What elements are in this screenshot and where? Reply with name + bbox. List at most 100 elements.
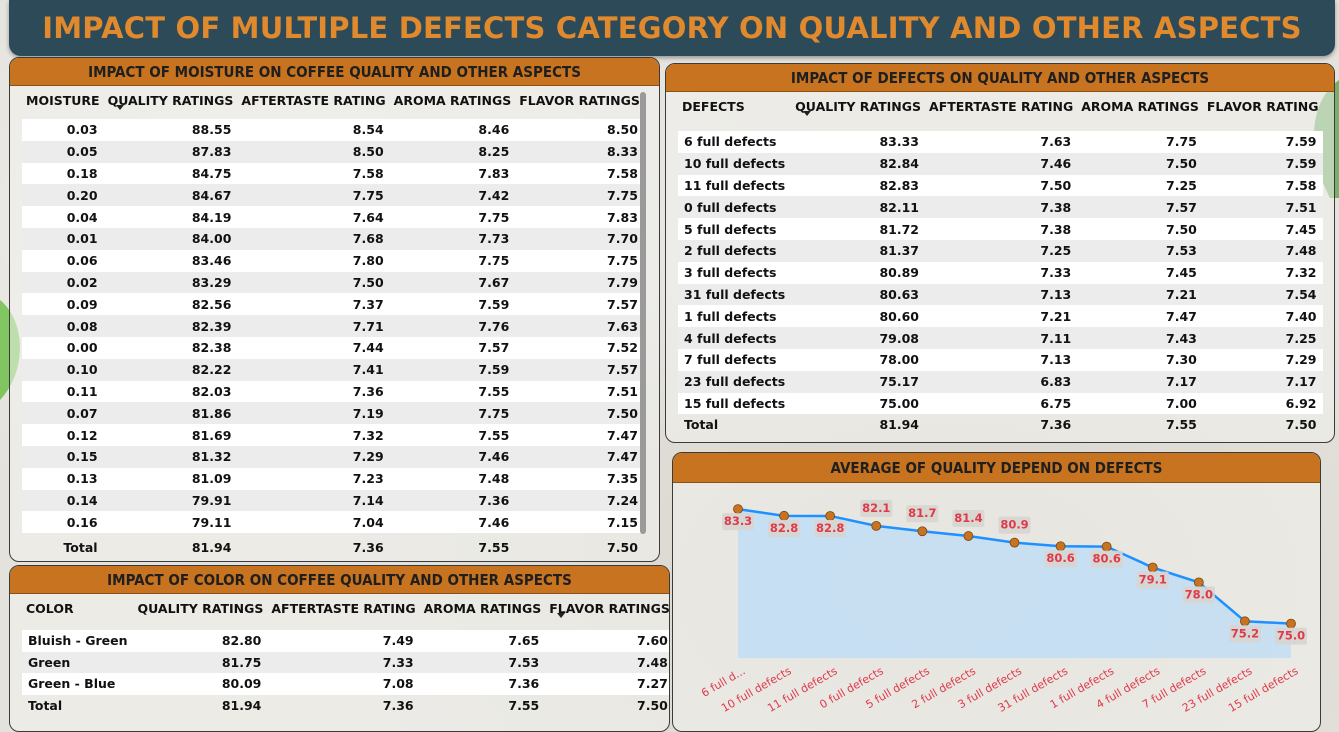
sort-descending-icon xyxy=(115,105,124,110)
table-row[interactable]: 7 full defects 78.00 7.13 7.30 7.29 xyxy=(678,348,1323,371)
defects-table-header-0[interactable]: DEFECTS xyxy=(682,99,745,114)
table-row[interactable]: 0.13 81.09 7.23 7.48 7.35 xyxy=(22,467,644,490)
moisture-table-header-2[interactable]: AFTERTASTE RATING xyxy=(241,93,386,108)
defects-table-title: IMPACT OF DEFECTS ON QUALITY AND OTHER A… xyxy=(666,64,1334,92)
chart-data-point[interactable] xyxy=(1193,577,1204,588)
chart-data-point[interactable] xyxy=(963,531,974,541)
moisture-table-title: IMPACT OF MOISTURE ON COFFEE QUALITY AND… xyxy=(10,58,659,86)
chart-data-point[interactable] xyxy=(1101,541,1112,552)
data-label-background xyxy=(1136,571,1169,589)
data-label-background xyxy=(768,519,801,537)
moisture-table-header-4[interactable]: FLAVOR RATINGS xyxy=(519,93,640,108)
table-cell: 7.36 xyxy=(419,673,546,695)
table-row[interactable]: 11 full defects 82.83 7.50 7.25 7.58 xyxy=(678,174,1323,197)
table-row[interactable]: 0.01 84.00 7.68 7.73 7.70 xyxy=(22,227,644,250)
table-row[interactable]: 0.09 82.56 7.37 7.59 7.57 xyxy=(22,293,644,316)
table-row[interactable]: 10 full defects 82.84 7.46 7.50 7.59 xyxy=(678,152,1323,175)
table-row[interactable]: 0.18 84.75 7.58 7.83 7.58 xyxy=(22,162,644,185)
chart-data-point[interactable] xyxy=(1240,616,1250,627)
table-row[interactable]: 0.05 87.83 8.50 8.25 8.33 xyxy=(22,140,644,163)
total-cell: 7.55 xyxy=(478,539,510,555)
total-row: Total 81.94 7.36 7.55 7.50 xyxy=(22,695,669,716)
defects-table-header-4[interactable]: FLAVOR RATING xyxy=(1206,99,1319,114)
chart-data-point[interactable] xyxy=(1009,537,1020,548)
table-cell: 7.38 xyxy=(925,218,1078,240)
table-row[interactable]: 23 full defects 75.17 6.83 7.17 7.17 xyxy=(678,370,1323,393)
table-row[interactable]: 0.08 82.39 7.71 7.76 7.63 xyxy=(22,315,644,337)
moisture-table-header-1[interactable]: QUALITY RATINGS xyxy=(107,93,234,110)
table-cell: 6.92 xyxy=(1202,392,1323,415)
color-table-header-0[interactable]: COLOR xyxy=(26,601,74,616)
table-row[interactable]: 0.11 82.03 7.36 7.55 7.51 xyxy=(22,380,644,403)
chart-data-point[interactable] xyxy=(1055,541,1066,552)
table-row[interactable]: 3 full defects 80.89 7.33 7.45 7.32 xyxy=(678,261,1323,284)
table-row[interactable]: 4 full defects 79.08 7.11 7.43 7.25 xyxy=(678,327,1323,349)
color-table-header-3[interactable]: AROMA RATINGS xyxy=(423,601,542,616)
chart-data-point[interactable] xyxy=(917,526,928,537)
table-cell: 7.83 xyxy=(389,162,516,185)
table-cell: 7.38 xyxy=(925,196,1078,219)
table-row[interactable]: 0.20 84.67 7.75 7.42 7.75 xyxy=(22,184,644,207)
chart-data-point[interactable] xyxy=(1147,562,1158,573)
table-cell: 7.75 xyxy=(389,249,516,272)
color-table-header-4[interactable]: FLAVOR RATINGS xyxy=(549,601,670,618)
defects-table-header-1[interactable]: QUALITY RATINGS xyxy=(795,99,922,116)
chart-data-label: 82.8 xyxy=(816,521,844,535)
table-row[interactable]: Bluish - Green 82.80 7.49 7.65 7.60 xyxy=(22,630,669,652)
table-cell: 84.19 xyxy=(103,206,238,228)
table-row[interactable]: 6 full defects 83.33 7.63 7.75 7.59 xyxy=(678,131,1323,153)
table-row[interactable]: 0.16 79.11 7.04 7.46 7.15 xyxy=(22,511,644,534)
sort-descending-icon xyxy=(557,613,566,618)
color-table: COLOR QUALITY RATINGS AFTERTASTE RATING ARO… xyxy=(22,598,670,716)
table-cell: 7.41 xyxy=(237,358,390,381)
table-cell: 7.58 xyxy=(1202,174,1323,197)
data-label-background xyxy=(1275,627,1307,645)
table-cell: 7.32 xyxy=(237,424,390,446)
table-row[interactable]: 15 full defects 75.00 6.75 7.00 6.92 xyxy=(678,392,1323,415)
table-cell: 2 full defects xyxy=(678,239,792,262)
table-row[interactable]: 0.12 81.69 7.32 7.55 7.47 xyxy=(22,424,644,446)
table-row[interactable]: 0.04 84.19 7.64 7.75 7.83 xyxy=(22,206,644,228)
moisture-table-header-0[interactable]: MOISTURE xyxy=(26,93,100,108)
color-table-header-2[interactable]: AFTERTASTE RATING xyxy=(271,601,416,616)
table-row[interactable]: 5 full defects 81.72 7.38 7.50 7.45 xyxy=(678,218,1323,240)
chart-data-point[interactable] xyxy=(779,510,789,521)
table-cell: 7.51 xyxy=(515,380,644,403)
table-row[interactable]: 1 full defects 80.60 7.21 7.47 7.40 xyxy=(678,305,1323,328)
table-cell: 87.83 xyxy=(103,140,238,163)
total-cell: 7.36 xyxy=(352,539,384,555)
table-row[interactable]: 0.10 82.22 7.41 7.59 7.57 xyxy=(22,358,644,381)
defects-table-header-2[interactable]: AFTERTASTE RATING xyxy=(929,99,1074,114)
table-cell: 0.13 xyxy=(22,467,104,490)
moisture-table-scrollbar[interactable] xyxy=(640,92,646,534)
chart-data-point[interactable] xyxy=(733,504,743,514)
table-row[interactable]: Green - Blue 80.09 7.08 7.36 7.27 xyxy=(22,673,669,695)
table-cell: 5 full defects xyxy=(678,218,792,240)
table-cell: 7.40 xyxy=(1202,305,1323,328)
color-table-header-1[interactable]: QUALITY RATINGS xyxy=(137,601,264,616)
table-row[interactable]: 0.14 79.91 7.14 7.36 7.24 xyxy=(22,489,644,512)
chart-data-label: 82.1 xyxy=(862,501,890,515)
moisture-table-header-3[interactable]: AROMA RATINGS xyxy=(393,93,512,108)
table-row[interactable]: 2 full defects 81.37 7.25 7.53 7.48 xyxy=(678,239,1323,262)
table-cell: 7.48 xyxy=(1202,239,1323,262)
chart-data-point[interactable] xyxy=(871,520,882,531)
moisture-table-panel: IMPACT OF MOISTURE ON COFFEE QUALITY AND… xyxy=(9,57,660,562)
table-row[interactable]: 0 full defects 82.11 7.38 7.57 7.51 xyxy=(678,196,1323,219)
table-row[interactable]: 31 full defects 80.63 7.13 7.21 7.54 xyxy=(678,283,1323,306)
table-cell: 1 full defects xyxy=(678,305,792,328)
chart-data-label: 81.4 xyxy=(954,511,982,525)
table-row[interactable]: 0.00 82.38 7.44 7.57 7.52 xyxy=(22,336,644,359)
table-row[interactable]: 0.02 83.29 7.50 7.67 7.79 xyxy=(22,271,644,294)
defects-table-header-3[interactable]: AROMA RATINGS xyxy=(1081,99,1199,114)
table-row[interactable]: 0.06 83.46 7.80 7.75 7.75 xyxy=(22,249,644,272)
table-cell: 7.50 xyxy=(237,271,390,294)
table-row[interactable]: 0.03 88.55 8.54 8.46 8.50 xyxy=(22,119,644,141)
chart-data-point[interactable] xyxy=(825,511,836,521)
table-row[interactable]: 0.07 81.86 7.19 7.75 7.50 xyxy=(22,402,644,425)
chart-data-point[interactable] xyxy=(1286,618,1296,629)
table-cell: 82.80 xyxy=(133,630,268,652)
table-row[interactable]: 0.15 81.32 7.29 7.46 7.47 xyxy=(22,445,644,468)
table-row[interactable]: Green 81.75 7.33 7.53 7.48 xyxy=(22,651,669,673)
table-cell: 7.14 xyxy=(237,489,390,512)
